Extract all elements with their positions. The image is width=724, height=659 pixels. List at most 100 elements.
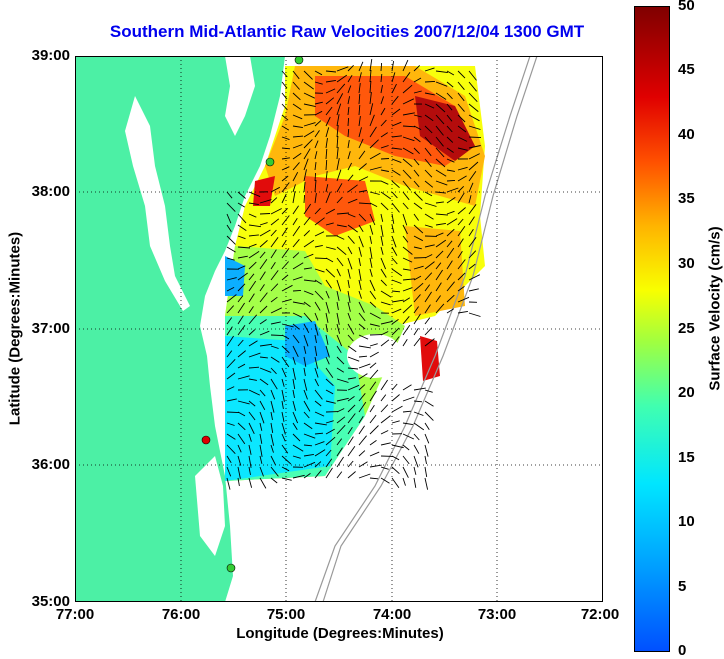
velocity-arrow: [303, 194, 306, 204]
velocity-arrow: [369, 279, 376, 292]
velocity-arrow: [292, 114, 303, 120]
velocity-arrow: [281, 70, 288, 78]
velocity-arrow: [325, 389, 334, 395]
velocity-arrow: [358, 323, 366, 330]
velocity-arrow: [347, 334, 354, 342]
velocity-arrow: [303, 290, 314, 296]
velocity-arrow: [457, 185, 465, 193]
velocity-arrow: [435, 303, 445, 314]
velocity-arrow: [226, 335, 234, 347]
velocity-arrow: [248, 422, 255, 434]
velocity-arrow: [237, 422, 246, 431]
velocity-arrow: [292, 474, 305, 479]
velocity-arrow: [270, 208, 282, 215]
velocity-arrow: [380, 73, 383, 83]
velocity-arrow: [281, 136, 290, 141]
velocity-arrow: [259, 251, 266, 259]
velocity-arrow: [325, 88, 336, 94]
velocity-arrow: [259, 343, 272, 347]
velocity-arrow: [237, 315, 244, 325]
velocity-arrow: [237, 255, 248, 259]
velocity-arrow: [424, 158, 432, 167]
velocity-arrow: [292, 323, 300, 330]
velocity-arrow: [237, 350, 246, 358]
velocity-field: [225, 66, 485, 481]
velocity-arrow: [303, 122, 316, 127]
velocity-arrow: [402, 235, 409, 243]
velocity-arrow: [369, 191, 380, 195]
velocity-arrow: [347, 312, 352, 321]
pamlico-sound: [195, 456, 225, 556]
velocity-arrow: [303, 400, 311, 412]
velocity-arrow: [281, 378, 285, 387]
velocity-arrow: [336, 290, 340, 301]
velocity-arrow: [314, 151, 318, 160]
velocity-arrow: [369, 464, 382, 468]
velocity-arrow: [435, 262, 442, 270]
velocity-arrow: [468, 114, 480, 122]
y-tick-label: 38:00: [31, 183, 70, 200]
velocity-arrow: [270, 345, 279, 349]
velocity-arrow: [336, 224, 347, 228]
velocity-arrow: [468, 312, 481, 317]
velocity-arrow: [468, 145, 481, 149]
velocity-arrow: [292, 144, 303, 149]
velocity-arrow: [281, 227, 288, 237]
velocity-arrow: [281, 466, 290, 472]
velocity-arrow: [314, 130, 320, 138]
velocity-arrow: [281, 389, 285, 402]
colorbar-tick: 45: [678, 61, 695, 78]
velocity-arrow: [446, 247, 455, 259]
velocity-arrow: [336, 235, 345, 240]
velocity-arrow: [424, 213, 434, 220]
velocity-arrow: [402, 202, 409, 210]
velocity-arrow: [347, 279, 350, 288]
velocity-arrow: [347, 377, 356, 380]
velocity-arrow: [347, 323, 355, 335]
velocity-arrow: [325, 420, 334, 424]
velocity-arrow: [292, 205, 299, 215]
velocity-arrow: [303, 70, 313, 80]
velocity-arrow: [369, 202, 378, 208]
velocity-arrow: [336, 196, 343, 204]
velocity-arrow: [270, 321, 281, 325]
velocity-arrow: [259, 213, 271, 215]
velocity-arrow: [248, 213, 257, 218]
velocity-arrow: [413, 246, 422, 250]
velocity-arrow: [292, 312, 303, 318]
velocity-arrow: [358, 150, 366, 160]
velocity-arrow: [259, 284, 265, 292]
velocity-arrow: [435, 169, 447, 177]
velocity-arrow: [325, 127, 330, 138]
velocity-arrow: [281, 240, 287, 248]
velocity-arrow: [446, 281, 455, 292]
velocity-arrow: [391, 394, 400, 402]
grid-lines: [75, 56, 603, 602]
velocity-arrow: [347, 384, 360, 391]
velocity-arrow: [391, 444, 404, 449]
velocity-arrow: [281, 433, 286, 442]
velocity-arrow: [391, 279, 402, 284]
velocity-arrow: [248, 202, 259, 206]
colorbar-tick: 25: [678, 320, 695, 337]
velocity-arrow: [281, 261, 289, 270]
velocity-arrow: [226, 466, 232, 477]
velocity-arrow: [292, 225, 301, 237]
velocity-arrow: [336, 424, 346, 435]
velocity-arrow: [248, 366, 260, 369]
velocity-arrow: [413, 282, 424, 292]
velocity-arrow: [435, 81, 448, 87]
velocity-arrow: [369, 246, 373, 259]
velocity-arrow: [457, 147, 468, 151]
velocity-arrow: [325, 428, 335, 435]
velocity-arrow: [325, 323, 328, 332]
velocity-arrow: [413, 147, 420, 155]
velocity-arrow: [248, 273, 255, 281]
velocity-arrow: [413, 306, 419, 314]
velocity-arrow: [336, 268, 341, 277]
velocity-arrow: [226, 350, 233, 358]
velocity-arrow: [446, 294, 455, 303]
velocity-arrow: [391, 95, 399, 105]
velocity-arrow: [402, 112, 415, 116]
velocity-arrow: [226, 246, 236, 253]
